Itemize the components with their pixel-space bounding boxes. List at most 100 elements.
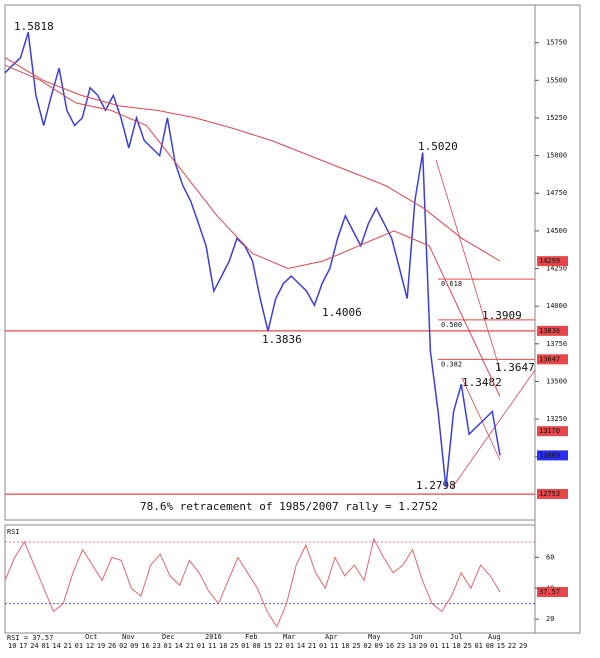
day-label: 11 — [330, 642, 338, 650]
day-label: 15 — [497, 642, 505, 650]
day-label: 01 — [474, 642, 482, 650]
axis-marker-label: 13009 — [539, 451, 560, 459]
day-label: 14 — [175, 642, 183, 650]
day-label: 01 — [75, 642, 83, 650]
y-tick-label: 14500 — [546, 227, 567, 235]
month-label: Mar — [283, 633, 296, 641]
day-label: 11 — [208, 642, 216, 650]
day-label: 08 — [486, 642, 494, 650]
day-label: 17 — [19, 642, 27, 650]
y-tick-label: 13500 — [546, 377, 567, 385]
month-label: Nov — [122, 633, 135, 641]
trend-line — [461, 377, 501, 461]
day-label: 01 — [41, 642, 49, 650]
day-label: 25 — [463, 642, 471, 650]
day-label: 13 — [408, 642, 416, 650]
price-line — [4, 32, 501, 488]
y-tick-label: 14250 — [546, 265, 567, 273]
rsi-label: RSI — [7, 528, 20, 536]
day-label: 01 — [286, 642, 294, 650]
annotation: 1.3909 — [482, 309, 522, 322]
rsi-marker-label: 37.57 — [539, 588, 560, 596]
axis-marker-label: 12753 — [539, 490, 560, 498]
month-label: Jun — [410, 633, 423, 641]
day-label: 22 — [508, 642, 516, 650]
month-label: Dec — [162, 633, 175, 641]
fib-label: 0.500 — [441, 321, 462, 329]
day-label: 09 — [130, 642, 138, 650]
rsi-readout: RSI = 37.57 — [7, 634, 53, 642]
moving-average — [4, 57, 501, 262]
y-tick-label: 15500 — [546, 76, 567, 84]
day-label: 14 — [297, 642, 305, 650]
month-label: Oct — [85, 633, 98, 641]
day-label: 18 — [452, 642, 460, 650]
axis-marker-label: 13647 — [539, 355, 560, 363]
axis-marker — [537, 256, 568, 267]
day-label: 20 — [419, 642, 427, 650]
axis-marker-label: 14299 — [539, 257, 560, 265]
note: 78.6% retracement of 1985/2007 rally = 1… — [140, 500, 438, 513]
day-label: 12 — [86, 642, 94, 650]
annotation: 1.4006 — [322, 306, 362, 319]
trend-line — [451, 369, 536, 489]
day-label: 01 — [319, 642, 327, 650]
day-label: 21 — [186, 642, 194, 650]
day-label: 02 — [119, 642, 127, 650]
axis-marker — [537, 450, 568, 461]
day-label: 25 — [230, 642, 238, 650]
day-label: 22 — [275, 642, 283, 650]
day-label: 18 — [219, 642, 227, 650]
day-label: 19 — [97, 642, 105, 650]
day-label: 01 — [430, 642, 438, 650]
day-label: 11 — [441, 642, 449, 650]
day-label: 18 — [341, 642, 349, 650]
rsi-tick-label: 60 — [546, 553, 554, 561]
axis-marker — [537, 488, 568, 499]
day-label: 09 — [375, 642, 383, 650]
y-tick-label: 14750 — [546, 189, 567, 197]
day-label: 23 — [152, 642, 160, 650]
annotation: 1.3836 — [262, 333, 302, 346]
day-label: 10 — [8, 642, 16, 650]
day-label: 25 — [352, 642, 360, 650]
fib-label: 0.382 — [441, 360, 462, 368]
axis-frame — [534, 4, 581, 634]
y-tick-label: 13750 — [546, 340, 567, 348]
y-tick-label: 14000 — [546, 302, 567, 310]
day-label: 01 — [163, 642, 171, 650]
trend-line — [435, 159, 501, 371]
day-label: 21 — [64, 642, 72, 650]
day-label: 01 — [241, 642, 249, 650]
y-tick-label: 13250 — [546, 415, 567, 423]
annotation: 1.3647 — [495, 361, 535, 374]
day-label: 26 — [108, 642, 116, 650]
rsi-marker — [537, 587, 568, 598]
annotation: 1.2798 — [416, 479, 456, 492]
fib-label: 0.618 — [441, 280, 462, 288]
month-label: 2016 — [205, 633, 222, 641]
axis-marker-label: 13170 — [539, 427, 560, 435]
month-label: Aug — [488, 633, 501, 641]
day-label: 16 — [386, 642, 394, 650]
day-label: 21 — [308, 642, 316, 650]
day-label: 02 — [363, 642, 371, 650]
day-label: 29 — [519, 642, 527, 650]
month-label: May — [368, 633, 381, 641]
y-tick-label: 15000 — [546, 152, 567, 160]
day-label: 08 — [252, 642, 260, 650]
day-label: 23 — [397, 642, 405, 650]
moving-average — [4, 64, 501, 397]
month-label: Apr — [325, 633, 338, 641]
rsi-tick-label: 20 — [546, 615, 554, 623]
month-label: Jul — [450, 633, 463, 641]
axis-marker — [537, 426, 568, 437]
annotation: 1.5020 — [418, 140, 458, 153]
day-label: 01 — [197, 642, 205, 650]
price-frame — [4, 4, 536, 521]
y-tick-label: 15250 — [546, 114, 567, 122]
axis-marker — [537, 325, 568, 336]
day-label: 15 — [263, 642, 271, 650]
day-label: 24 — [30, 642, 38, 650]
day-label: 14 — [52, 642, 60, 650]
